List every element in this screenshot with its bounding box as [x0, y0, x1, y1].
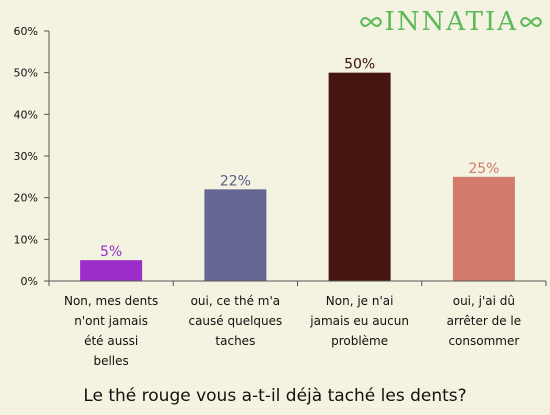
y-tick-label: 50% — [14, 67, 38, 80]
chart-title: Le thé rouge vous a-t-il déjà taché les … — [83, 386, 467, 406]
category-label-line: oui, j'ai dû — [452, 294, 516, 308]
category-label: oui, ce thé m'a causé quelques taches — [179, 291, 291, 351]
bar-value-label: 22% — [220, 173, 251, 189]
category-label-line: arrêter de le — [446, 314, 522, 328]
y-tick-label: 10% — [14, 233, 38, 246]
leaf-icon — [520, 17, 542, 27]
bar — [452, 176, 515, 281]
bar-value-label: 50% — [344, 57, 375, 73]
category-label-line: Non, je n'ai — [325, 294, 394, 308]
y-tick-label: 0% — [21, 275, 38, 288]
category-label-line: causé quelques — [188, 314, 283, 328]
y-axis: 0% 10% 20% 30% 40% 50% 60% — [14, 25, 50, 288]
category-label-line: oui, ce thé m'a — [190, 294, 281, 308]
y-tick-label: 40% — [14, 108, 38, 121]
y-tick-label: 30% — [14, 150, 38, 163]
category-label-line: problème — [331, 334, 389, 348]
bar-value-label: 25% — [468, 161, 499, 177]
category-label-line: belles — [93, 354, 129, 368]
bars: 5% 22% 50% 25% — [80, 57, 515, 282]
bar — [204, 189, 267, 281]
category-label-line: Non, mes dents — [63, 294, 159, 308]
innatia-logo: INNATIA — [360, 4, 542, 40]
category-label-line: taches — [215, 334, 256, 348]
brand-name: INNATIA — [384, 7, 518, 37]
category-label: Non, mes dents n'ont jamais été aussi belle… — [55, 291, 167, 371]
category-label: oui, j'ai dû arrêter de le consommer — [428, 291, 540, 351]
bar-value-label: 5% — [100, 244, 122, 260]
category-label-line: été aussi — [84, 334, 139, 348]
x-axis — [44, 280, 547, 286]
y-tick-label: 20% — [14, 192, 38, 205]
y-tick-label: 60% — [14, 25, 38, 38]
category-label-line: consommer — [448, 334, 520, 348]
category-label-line: n'ont jamais — [74, 314, 148, 328]
category-label: Non, je n'ai jamais eu aucun problème — [304, 291, 416, 351]
bar — [328, 72, 391, 282]
category-label-line: jamais eu aucun — [310, 314, 409, 328]
leaf-icon — [360, 17, 383, 27]
bar — [80, 260, 143, 281]
